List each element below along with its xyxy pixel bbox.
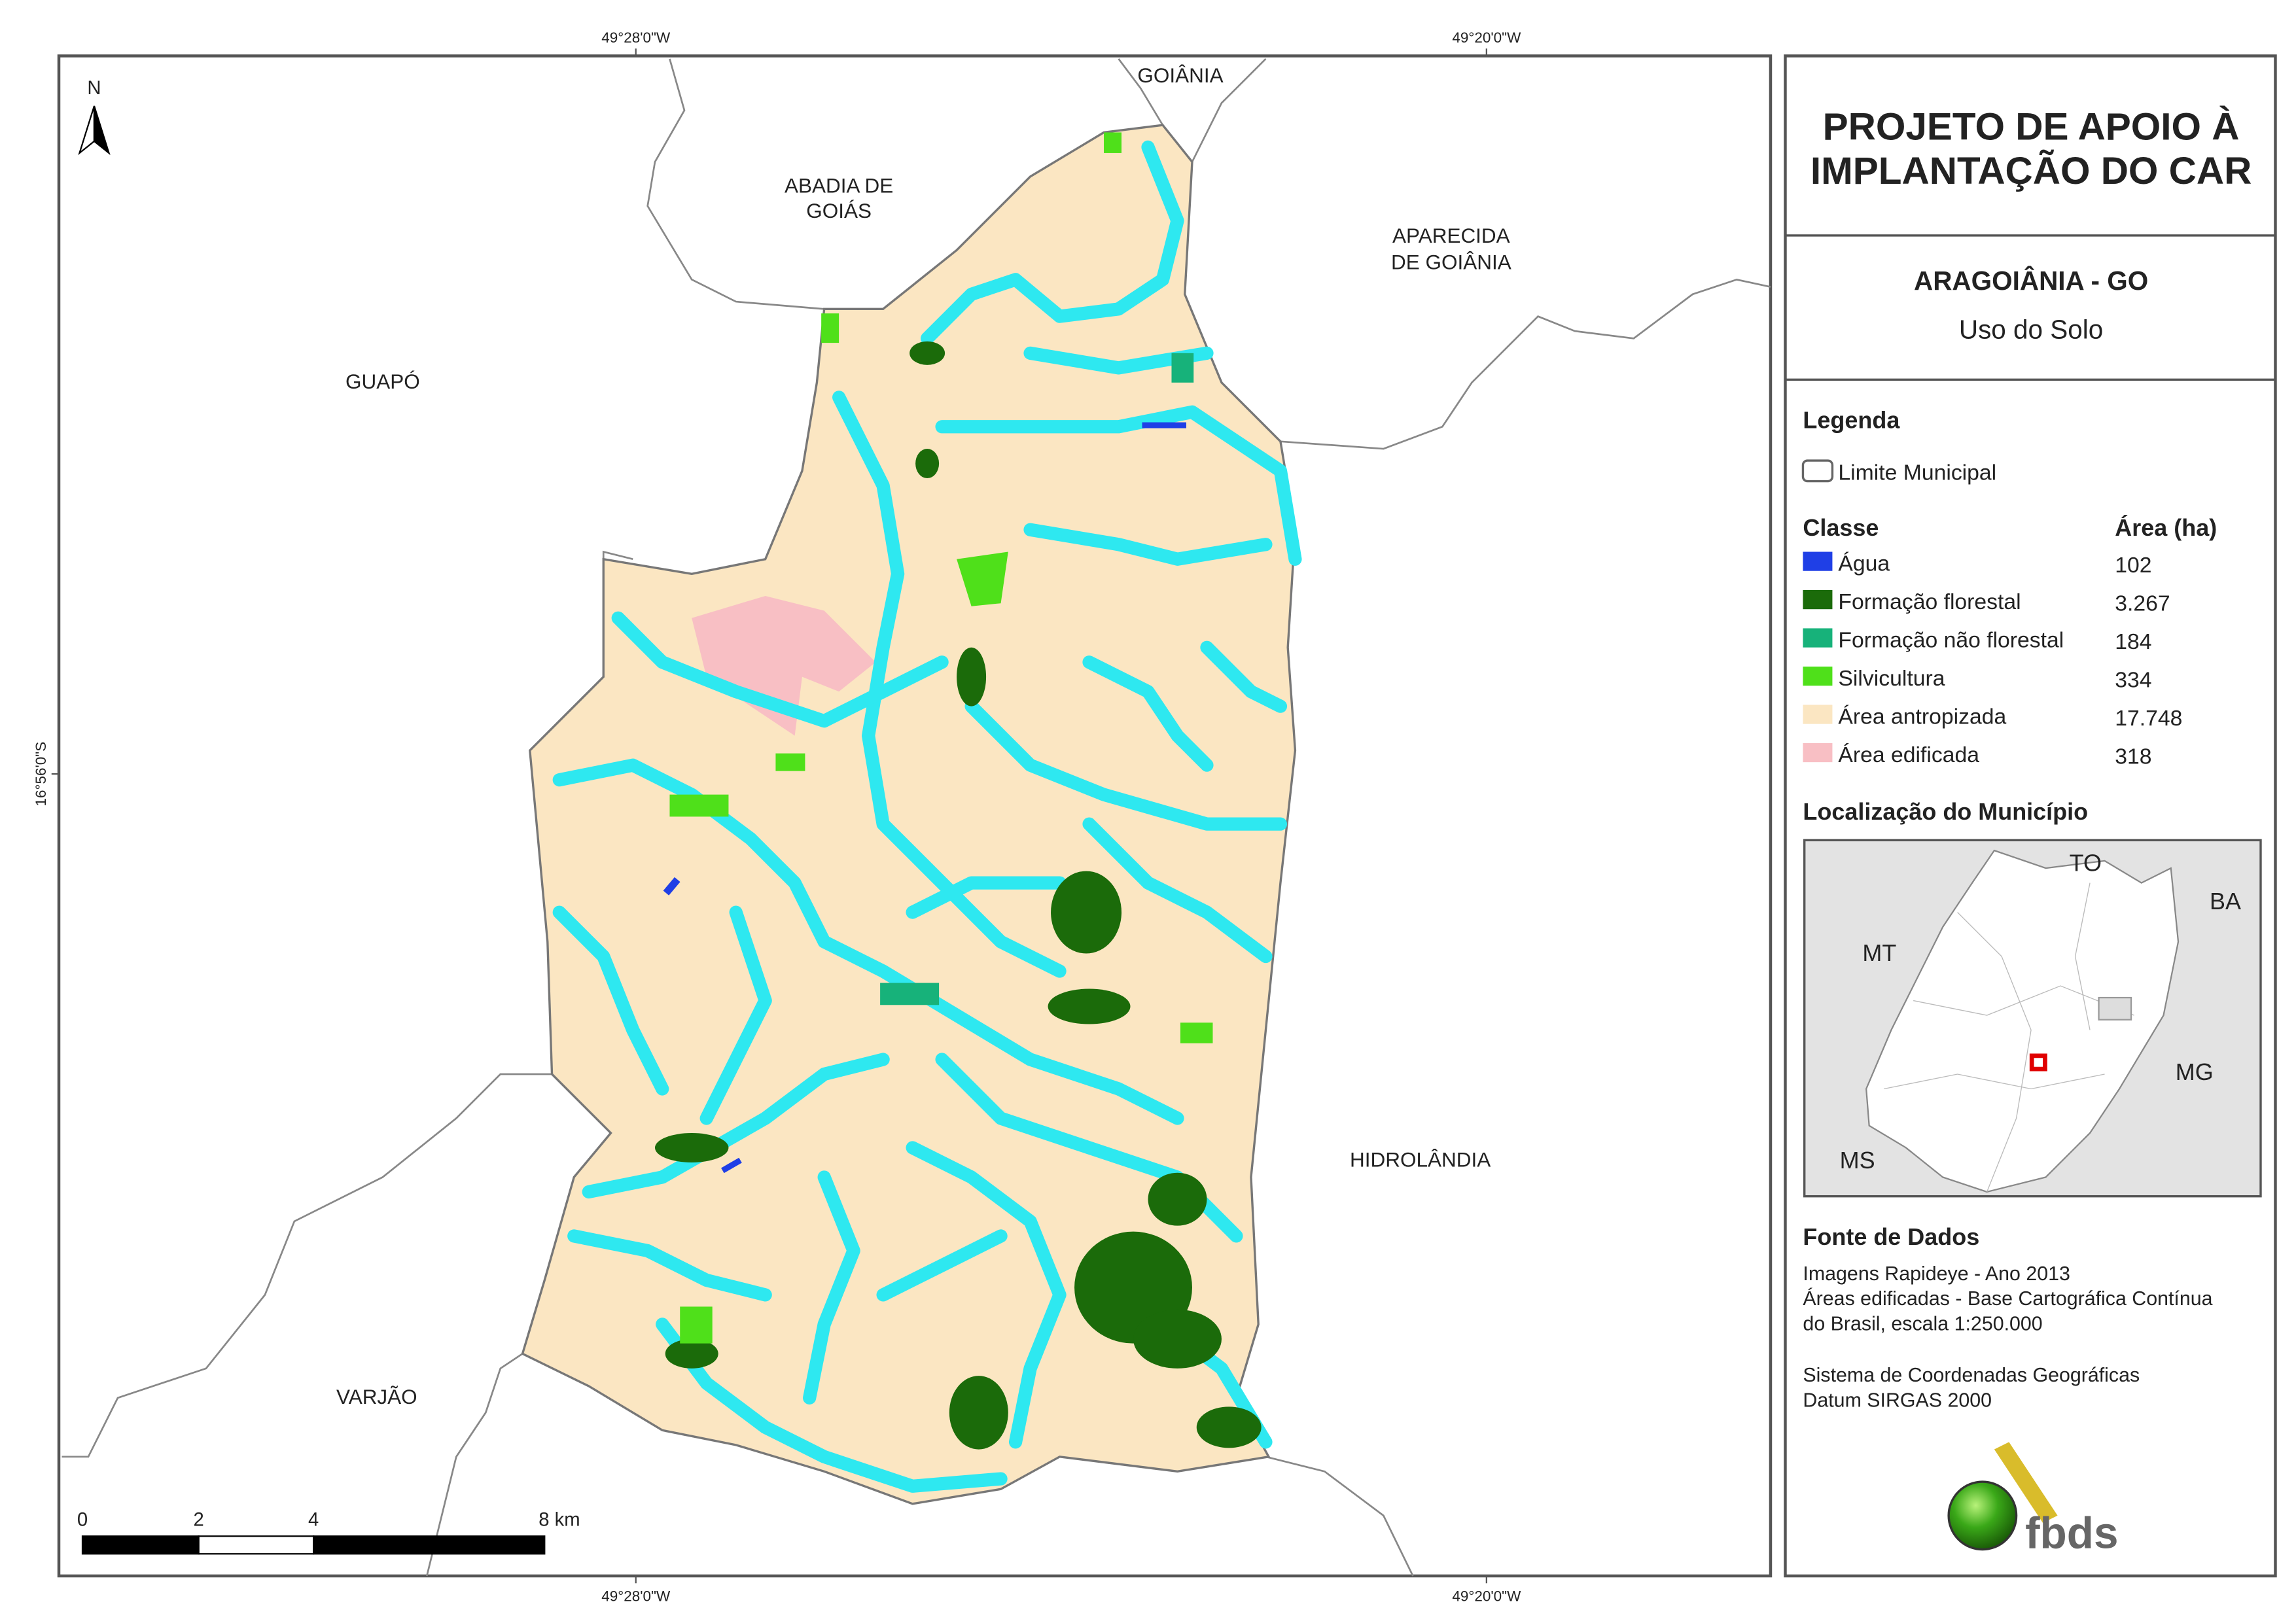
source-line: Sistema de Coordenadas Geográficas [1803, 1365, 2140, 1386]
legend-rows: Água 102 Formação florestal 3.267 Formação n… [1803, 551, 2182, 769]
source-line: Áreas edificadas - Base Cartográfica Con… [1803, 1288, 2212, 1310]
class-name: Área antropizada [1838, 705, 2006, 729]
longitude-label: 49°28'0"W [601, 29, 671, 46]
class-name: Silvicultura [1838, 666, 1945, 691]
class-area: 184 [2115, 629, 2151, 654]
location-title: Localização do Município [1803, 798, 2088, 825]
state-label: BA [2210, 888, 2241, 915]
source-line: Datum SIRGAS 2000 [1803, 1389, 1992, 1411]
scale-label: 8 km [539, 1510, 580, 1531]
neighbor-label: APARECIDA [1392, 224, 1510, 247]
scale-label: 4 [308, 1510, 319, 1531]
scale-label: 2 [194, 1510, 204, 1531]
silviculture-patches [669, 132, 1213, 1344]
class-header: Classe [1803, 514, 1879, 541]
area-header: Área (ha) [2115, 514, 2217, 541]
title-line: PROJETO DE APOIO À [1823, 105, 2240, 148]
legend-swatch [1803, 666, 1833, 686]
neighbor-label: VARJÃO [336, 1385, 417, 1408]
neighbor-label: ABADIA DE [785, 174, 893, 198]
boundary-swatch [1801, 459, 1834, 483]
neighbor-label: GOIÂNIA [1137, 63, 1223, 87]
neighbor-label: DE GOIÂNIA [1391, 251, 1511, 274]
state-label: TO [2070, 850, 2102, 877]
coordinate-labels: 49°28'0"W 49°20'0"W 49°28'0"W 49°20'0"W … [33, 29, 1521, 1604]
longitude-label: 49°20'0"W [1452, 1588, 1521, 1604]
municipality-name: ARAGOIÂNIA - GO [1914, 266, 2148, 296]
boundary-label: Limite Municipal [1838, 460, 1996, 485]
longitude-label: 49°20'0"W [1452, 29, 1521, 46]
scale-label: 0 [77, 1510, 88, 1531]
latitude-label: 16°56'0"S [33, 742, 49, 807]
neighbor-labels: GOIÂNIA ABADIA DE GOIÁS APARECIDA DE GOI… [336, 63, 1511, 1408]
legend-swatch [1803, 551, 1833, 571]
state-label: MG [2176, 1058, 2214, 1085]
legend-title: Legenda [1803, 407, 1900, 434]
class-area: 3.267 [2115, 591, 2170, 616]
neighbor-label: HIDROLÂNDIA [1350, 1148, 1491, 1172]
title-line: IMPLANTAÇÃO DO CAR [1810, 149, 2252, 192]
forest-patches [654, 341, 1262, 1450]
north-arrow: N [78, 78, 111, 156]
class-area: 334 [2115, 667, 2151, 692]
state-label: MT [1862, 939, 1896, 966]
legend-swatch [1803, 705, 1833, 724]
legend-swatch [1803, 628, 1833, 648]
sources-title: Fonte de Dados [1803, 1223, 1979, 1250]
water-bodies [663, 422, 1186, 1174]
neighbor-label: GOIÁS [806, 199, 872, 222]
state-label: MS [1840, 1147, 1875, 1174]
graticule-ticks [51, 48, 1487, 1584]
location-inset: TO BA MT MG MS [1803, 839, 2262, 1198]
legend-swatch [1803, 589, 1833, 610]
map-theme: Uso do Solo [1959, 314, 2103, 344]
scale-bar: 0 2 4 8 km [77, 1510, 580, 1555]
class-name: Água [1838, 551, 1890, 576]
side-panel [1784, 54, 2277, 1578]
class-name: Formação não florestal [1838, 628, 2064, 653]
legend-swatch [1803, 742, 1833, 763]
class-name: Área edificada [1838, 742, 1979, 767]
neighbor-label: GUAPÓ [345, 370, 420, 393]
class-name: Formação florestal [1838, 589, 2021, 614]
neighbor-boundaries [62, 58, 1771, 1577]
logo: fbds [1947, 1442, 2119, 1558]
class-area: 102 [2115, 553, 2151, 578]
class-area: 17.748 [2115, 706, 2182, 731]
non-forest-patches [880, 353, 1194, 1005]
class-area: 318 [2115, 744, 2151, 769]
municipality-area [521, 124, 1297, 1505]
logo-text: fbds [2025, 1509, 2118, 1558]
north-label: N [87, 78, 101, 99]
urban-area [692, 595, 876, 736]
source-line: do Brasil, escala 1:250.000 [1803, 1313, 2042, 1335]
source-line: Imagens Rapideye - Ano 2013 [1803, 1263, 2070, 1285]
longitude-label: 49°28'0"W [601, 1588, 671, 1604]
